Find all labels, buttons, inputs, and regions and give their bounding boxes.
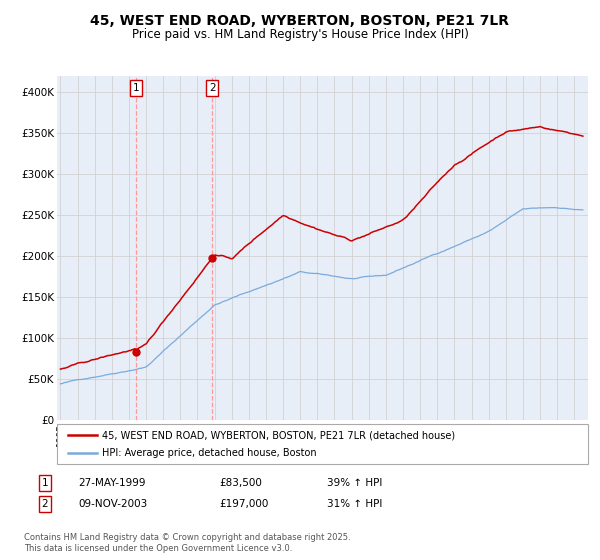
Text: 2: 2 <box>209 83 215 93</box>
Text: Price paid vs. HM Land Registry's House Price Index (HPI): Price paid vs. HM Land Registry's House … <box>131 28 469 41</box>
Text: HPI: Average price, detached house, Boston: HPI: Average price, detached house, Bost… <box>102 447 317 458</box>
Text: 45, WEST END ROAD, WYBERTON, BOSTON, PE21 7LR: 45, WEST END ROAD, WYBERTON, BOSTON, PE2… <box>91 14 509 28</box>
Text: £197,000: £197,000 <box>219 499 268 509</box>
FancyBboxPatch shape <box>57 424 588 464</box>
Text: 2: 2 <box>41 499 49 509</box>
Text: 27-MAY-1999: 27-MAY-1999 <box>78 478 146 488</box>
Text: 39% ↑ HPI: 39% ↑ HPI <box>327 478 382 488</box>
Text: £83,500: £83,500 <box>219 478 262 488</box>
Text: 1: 1 <box>41 478 49 488</box>
Text: Contains HM Land Registry data © Crown copyright and database right 2025.
This d: Contains HM Land Registry data © Crown c… <box>24 533 350 553</box>
Text: 1: 1 <box>133 83 139 93</box>
Text: 31% ↑ HPI: 31% ↑ HPI <box>327 499 382 509</box>
Text: 45, WEST END ROAD, WYBERTON, BOSTON, PE21 7LR (detached house): 45, WEST END ROAD, WYBERTON, BOSTON, PE2… <box>102 431 455 441</box>
Text: 09-NOV-2003: 09-NOV-2003 <box>78 499 147 509</box>
